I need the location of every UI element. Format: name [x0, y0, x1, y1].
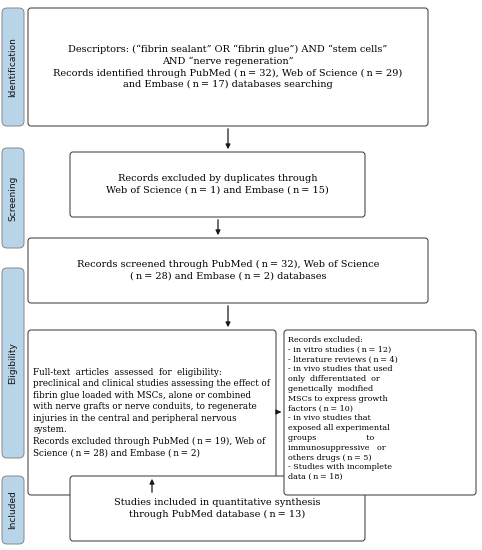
Text: Full-text  articles  assessed  for  eligibility:
preclinical and clinical studie: Full-text articles assessed for eligibil…	[33, 368, 270, 457]
Text: Records excluded:
- in vitro studies ( n = 12)
- literature reviews ( n = 4)
- i: Records excluded: - in vitro studies ( n…	[288, 336, 398, 481]
Text: Identification: Identification	[9, 37, 17, 97]
Text: Screening: Screening	[9, 175, 17, 221]
FancyBboxPatch shape	[70, 476, 365, 541]
FancyBboxPatch shape	[2, 476, 24, 544]
FancyBboxPatch shape	[28, 330, 276, 495]
FancyBboxPatch shape	[284, 330, 476, 495]
FancyBboxPatch shape	[28, 238, 428, 303]
FancyBboxPatch shape	[2, 148, 24, 248]
Text: Eligibility: Eligibility	[9, 342, 17, 384]
Text: Descriptors: (“fibrin sealant” OR “fibrin glue”) AND “stem cells”
AND “nerve reg: Descriptors: (“fibrin sealant” OR “fibri…	[54, 45, 402, 89]
Text: Studies included in quantitative synthesis
through PubMed database ( n = 13): Studies included in quantitative synthes…	[114, 498, 321, 519]
FancyBboxPatch shape	[2, 268, 24, 458]
FancyBboxPatch shape	[28, 8, 428, 126]
FancyBboxPatch shape	[70, 152, 365, 217]
Text: Records screened through PubMed ( n = 32), Web of Science
( n = 28) and Embase (: Records screened through PubMed ( n = 32…	[77, 260, 379, 281]
Text: Records excluded by duplicates through
Web of Science ( n = 1) and Embase ( n = : Records excluded by duplicates through W…	[106, 174, 329, 195]
Text: Included: Included	[9, 491, 17, 530]
FancyBboxPatch shape	[2, 8, 24, 126]
